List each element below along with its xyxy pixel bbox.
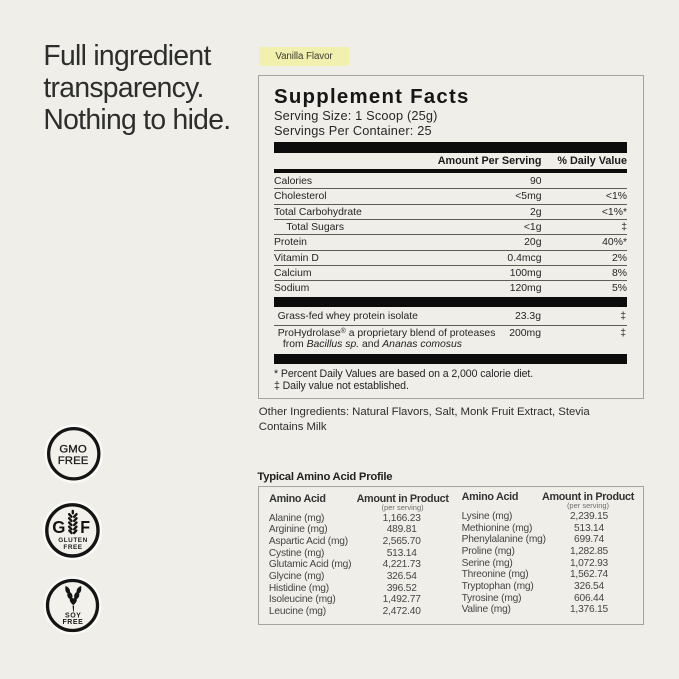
svg-text:FREE: FREE xyxy=(64,544,83,551)
svg-text:G: G xyxy=(53,517,66,537)
svg-text:FREE: FREE xyxy=(63,619,84,626)
svg-text:SOY: SOY xyxy=(65,612,81,619)
svg-text:GLUTEN: GLUTEN xyxy=(59,537,89,544)
svg-text:GMO: GMO xyxy=(59,444,87,456)
svg-text:FREE: FREE xyxy=(57,455,88,467)
svg-text:F: F xyxy=(80,517,90,537)
